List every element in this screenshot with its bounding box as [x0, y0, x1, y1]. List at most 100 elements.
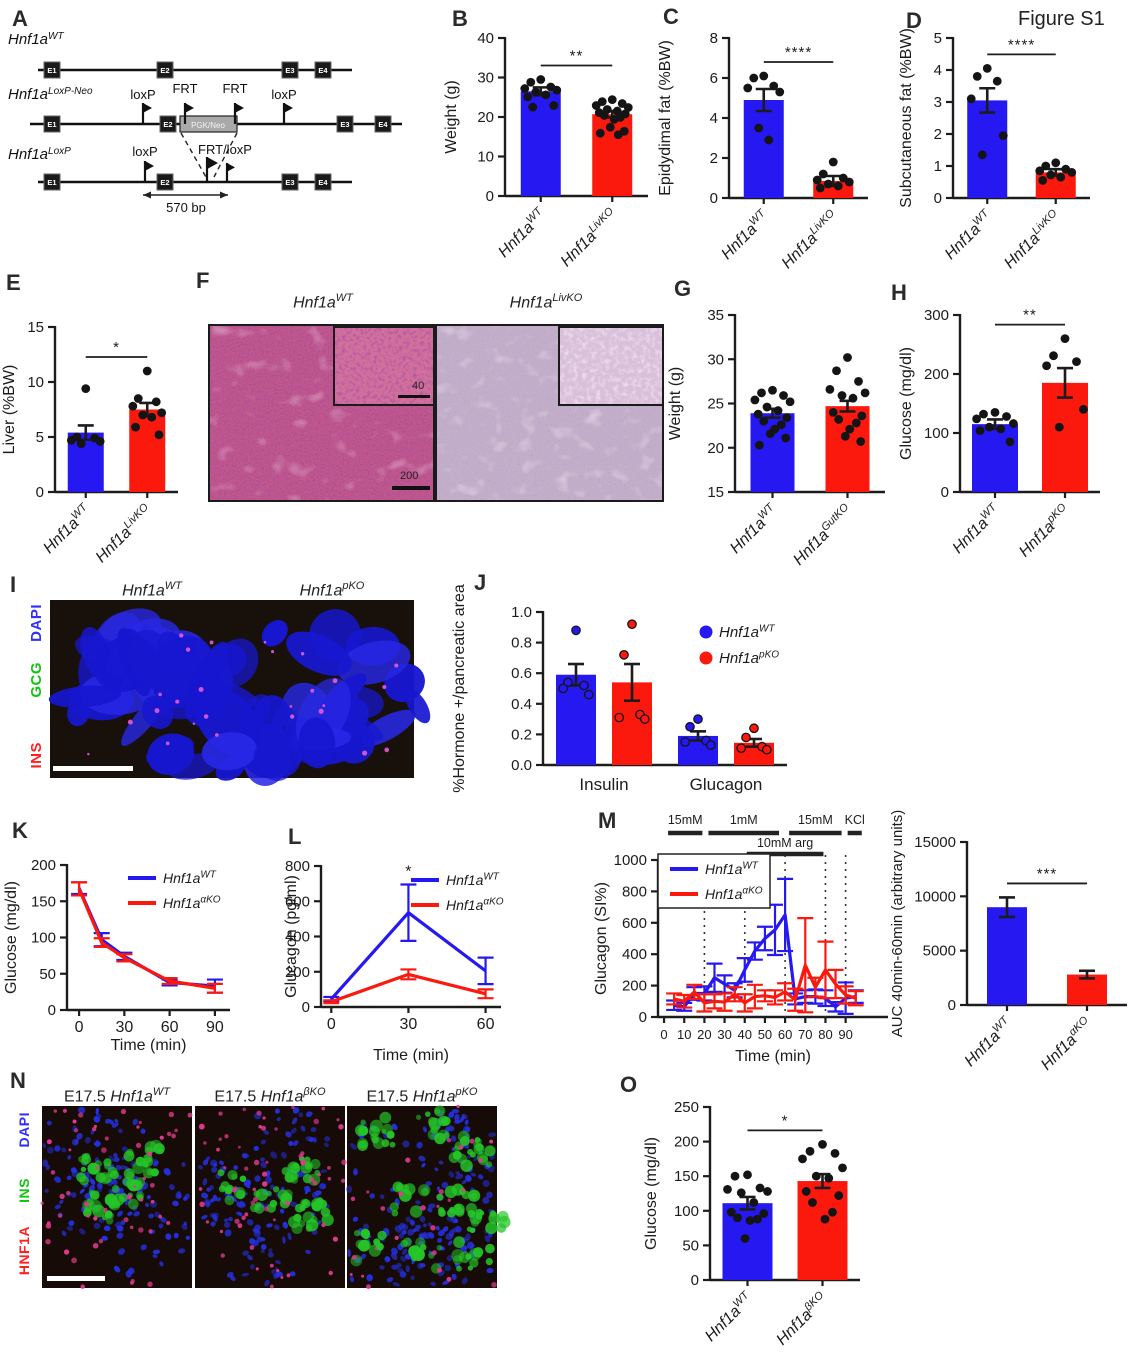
bar: [1042, 382, 1088, 492]
hnf1a-dot: [272, 1218, 276, 1222]
exon-box: [43, 61, 61, 79]
panelI-channel-gcg: GCG: [28, 662, 45, 698]
legend-label: Hnf1aαKO: [446, 897, 504, 914]
x-tick-label: 10: [677, 1027, 691, 1042]
ins-patch: [370, 1132, 379, 1142]
y-axis-label: Glucagon (SI%): [593, 882, 610, 995]
hnf1a-dot: [92, 1126, 97, 1132]
nucleus-dot: [45, 1164, 51, 1171]
y-tick-label: 40: [477, 30, 494, 47]
bar: [825, 406, 870, 492]
nucleus-dot: [201, 1192, 209, 1199]
data-point-dot: [531, 87, 541, 97]
pgk-neo-cassette: [179, 115, 238, 133]
data-point-dot: [856, 437, 866, 446]
nucleus-dot: [485, 1191, 493, 1199]
panelC-epididymal-fat-chart: 0 2 4 6 8 Epidydimal fat (%BW) Hnf1aWT Hnf1aLiv…: [652, 18, 895, 288]
nucleus-dot: [198, 1165, 204, 1170]
hnf1a-dot: [250, 1200, 256, 1206]
nucleus-dot: [210, 1221, 216, 1227]
ins-patch: [126, 1171, 135, 1181]
ins-patch: [436, 1244, 443, 1251]
gcg-speck: [263, 640, 267, 644]
nucleus-dot: [113, 1265, 121, 1273]
y-tick-label: 0: [941, 484, 949, 501]
exon-label: E2: [160, 178, 169, 187]
nucleus-dot: [398, 1232, 405, 1239]
hnf1a-dot: [171, 1133, 176, 1139]
panelF-inset-livko: [558, 326, 664, 406]
nucleus-dot: [228, 1216, 233, 1222]
hnf1a-dot: [291, 1105, 295, 1110]
hnf1a-dot: [242, 1107, 247, 1112]
hnf1a-dot: [437, 1267, 443, 1273]
ins-patch: [103, 1158, 112, 1167]
y-tick-label: 4: [934, 62, 942, 79]
nucleus-dot: [84, 1136, 91, 1144]
nucleus-dot: [275, 1260, 281, 1265]
hnf1a-dot: [491, 1282, 497, 1288]
hnf1a-dot: [138, 1120, 142, 1125]
nucleus-dot: [362, 1223, 370, 1231]
tissue-blob: [128, 629, 171, 685]
y-tick-label: 0: [48, 1002, 56, 1019]
nucleus-dot: [108, 1119, 115, 1125]
gcg-speck: [300, 652, 305, 656]
nucleus-dot: [282, 1221, 289, 1229]
data-point-dot: [762, 402, 772, 412]
y-tick-label: 0: [934, 190, 942, 207]
nucleus-dot: [121, 1146, 128, 1152]
nucleus-dot: [277, 1271, 283, 1277]
data-point-dot: [781, 433, 791, 443]
data-point-dot: [741, 732, 751, 743]
ins-patch: [315, 1197, 324, 1206]
x-axis-label: Time (min): [373, 1047, 449, 1064]
data-point-dot: [1009, 419, 1018, 428]
nucleus-dot: [266, 1223, 273, 1228]
nucleus-dot: [159, 1261, 164, 1267]
ins-patch: [428, 1117, 442, 1131]
hnf1a-dot: [93, 1216, 98, 1221]
hnf1a-dot: [274, 1127, 278, 1131]
data-point-dot: [726, 1207, 736, 1217]
arrowhead-right: [220, 191, 228, 199]
y-axis-label: Glucagon (pg/ml): [283, 875, 300, 998]
bar: [967, 100, 1008, 198]
data-point-dot: [828, 1207, 837, 1217]
nucleus-dot: [117, 1210, 123, 1217]
y-axis-label: Epidydimal fat (%BW): [657, 40, 674, 196]
hnf1a-dot: [284, 1200, 291, 1206]
gcg-speck: [154, 708, 160, 714]
nucleus-dot: [289, 1271, 296, 1277]
nucleus-dot: [482, 1196, 490, 1204]
data-point-dot: [759, 416, 769, 426]
hnf1a-dot: [237, 1223, 243, 1229]
nucleus-dot: [118, 1128, 123, 1134]
panelN-title-wt: E17.5 Hnf1aWT: [63, 1086, 171, 1106]
nucleus-dot: [223, 1218, 229, 1222]
nucleus-dot: [223, 1221, 231, 1228]
site-label-frt: FRT: [172, 81, 197, 96]
y-tick-label: 200: [924, 366, 949, 383]
gcg-speck: [175, 699, 180, 704]
nucleus-dot: [448, 1111, 455, 1119]
nucleus-dot: [347, 1249, 351, 1257]
data-point-dot: [1067, 168, 1077, 177]
nucleus-dot: [249, 1238, 256, 1245]
nucleus-dot: [349, 1276, 355, 1283]
hnf1a-dot: [298, 1153, 304, 1159]
y-tick-label: 8: [710, 30, 718, 47]
data-point-dot: [812, 175, 822, 185]
nucleus-dot: [287, 1232, 292, 1241]
data-point-dot: [749, 1198, 759, 1207]
legend-label: Hnf1aαKO: [163, 895, 221, 912]
nucleus-dot: [209, 1213, 215, 1218]
data-point-dot: [736, 1188, 746, 1198]
nucleus-dot: [168, 1184, 175, 1190]
hnf1a-dot: [198, 1123, 205, 1130]
exon-box: [156, 173, 174, 191]
nucleus-dot: [461, 1277, 468, 1285]
exon-label: E3: [285, 66, 294, 75]
bar: [750, 413, 795, 492]
tissue-blob: [48, 685, 122, 708]
